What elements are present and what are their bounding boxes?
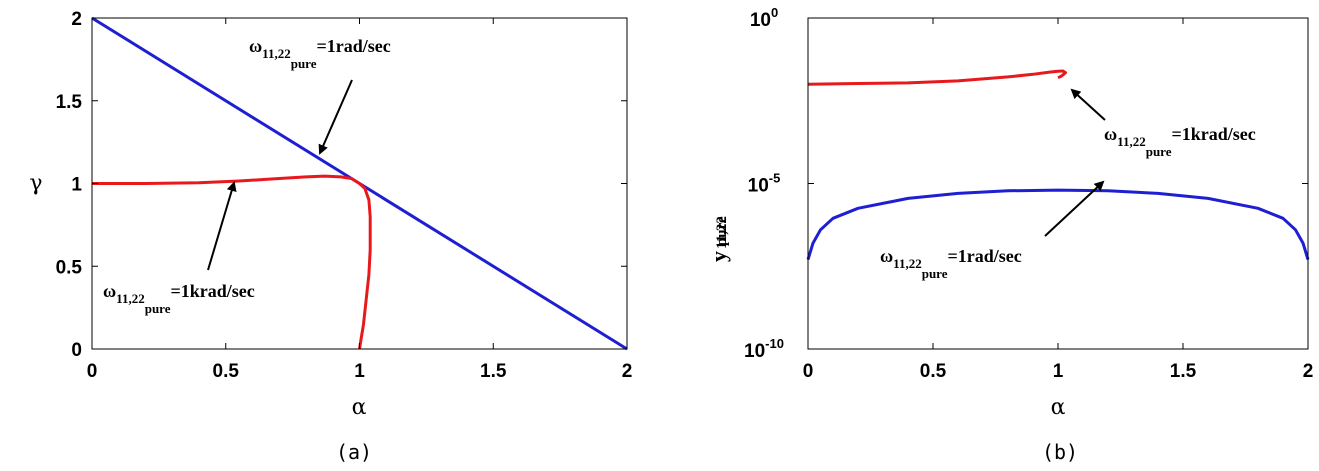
panel-b-x-tick-label: 0 (803, 361, 814, 382)
panel-b-series-line-2 (806, 188, 1310, 261)
annotation-subsubscript: pure (145, 301, 171, 316)
panel-a-y-tick-label: 1 (71, 175, 82, 196)
omega-symbol: ω (103, 281, 116, 301)
panel-a-annotation-2: ω11,22pure=1krad/sec (103, 281, 255, 316)
panel-b-annotation-2: ω11,22pure=1rad/sec (880, 246, 1022, 281)
panel-a-y-tick-label: 2 (71, 9, 82, 30)
panel-b-series-line-1 (807, 69, 1067, 86)
annotation-subscript: 11,22 (893, 256, 922, 271)
annotation-tail: =1krad/sec (1171, 124, 1255, 144)
panel-a-x-tick-label: 1 (354, 361, 365, 382)
omega-symbol: ω (249, 36, 262, 56)
omega-symbol: ω (1104, 124, 1117, 144)
panel-a-annotation-1-arrow (318, 79, 353, 155)
panel-b-y-tick-label: 10-5 (748, 171, 781, 197)
panel-a-series-group (91, 16, 628, 351)
panel-b-x-tick-label: 1.5 (1170, 361, 1197, 382)
panel-a-annotation-1: ω11,22pure=1rad/sec (249, 36, 391, 71)
panel-a-x-tick-label: 0 (87, 361, 98, 382)
panel-b-y-tick-label: 10-10 (744, 336, 784, 362)
annotation-subscript: 11,22 (116, 291, 145, 306)
panel-b-y-tick-label: 100 (750, 5, 778, 31)
panel-a-y-axis-label: γ (29, 171, 42, 196)
omega-symbol: ω (880, 246, 893, 266)
panel-a-y-tick-label: 0.5 (56, 257, 83, 278)
panel-a-caption: (a) (336, 440, 372, 464)
panel-b-series-group (806, 69, 1310, 261)
panel-b-x-tick-label: 0.5 (920, 361, 947, 382)
annotation-subsubscript: pure (1146, 144, 1172, 159)
panel-a-x-tick-label: 2 (622, 361, 633, 382)
annotation-tail: =1rad/sec (316, 36, 390, 56)
annotation-subsubscript: pure (291, 56, 317, 71)
panel-b-x-axis-label: α (1051, 395, 1066, 420)
y-axis-subscript: 11,22 (714, 216, 730, 249)
panel-b-x-ticks: 0 0.5 1 1.5 2 (803, 18, 1314, 382)
panel-a-y-tick-label: 0 (71, 340, 82, 361)
panel-a: 0 0.5 1 1.5 2 00.511.52 α γ ω11,22pure=1rad/… (29, 9, 632, 464)
panel-b-plot-frame (807, 17, 1309, 350)
panel-a-x-axis-label: α (352, 395, 367, 420)
panel-b-annotation-2-arrow (1044, 180, 1105, 237)
panel-a-annotation-2-arrow (207, 181, 237, 271)
panel-a-x-tick-label: 0.5 (213, 361, 240, 382)
panel-b-y-axis-label: y 11,22pure (706, 216, 731, 262)
panel-a-y-ticks: 0 0.5 1 1.5 2 (56, 9, 627, 361)
annotation-tail: =1rad/sec (947, 246, 1021, 266)
panel-b-x-tick-label: 1 (1053, 361, 1064, 382)
panel-b-annotation-1-arrow (1070, 88, 1106, 121)
panel-a-y-tick-label: 1.5 (56, 92, 83, 113)
annotation-subsubscript: pure (922, 266, 948, 281)
y-axis-base: y (706, 251, 731, 262)
panel-b-caption: (b) (1042, 440, 1078, 464)
panel-a-x-ticks: 0 0.5 1 1.5 2 (87, 18, 633, 382)
annotation-tail: =1krad/sec (170, 281, 254, 301)
annotation-subscript: 11,22 (1117, 134, 1146, 149)
panel-b-x-tick-label: 2 (1303, 361, 1314, 382)
y-axis-subsubscript: pure (714, 216, 730, 246)
panel-a-x-tick-label: 1.5 (480, 361, 507, 382)
panel-b-annotation-1: ω11,22pure=1krad/sec (1104, 124, 1256, 159)
panel-b-y-ticks: 100 10-5 10-10 (744, 5, 1308, 362)
panel-a-series-line-2 (92, 174, 372, 350)
annotation-subscript: 11,22 (262, 46, 291, 61)
